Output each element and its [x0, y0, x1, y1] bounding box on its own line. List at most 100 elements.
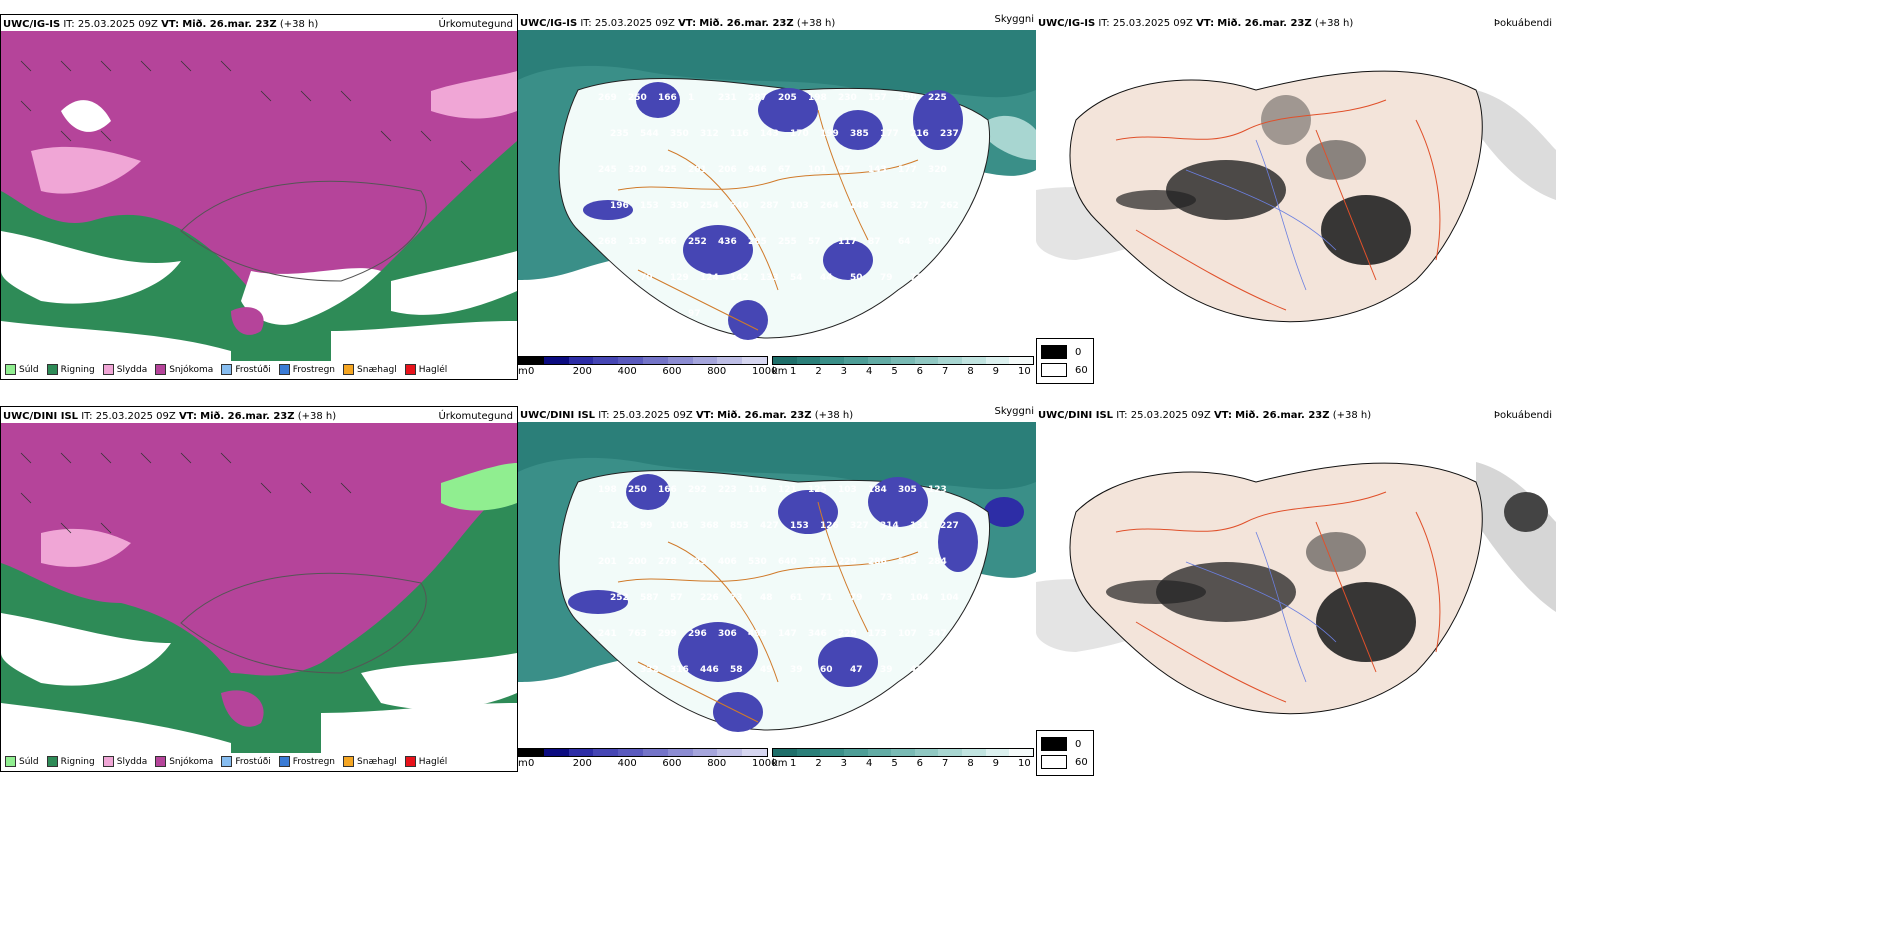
- field-name: Þokuábendi: [1493, 18, 1552, 29]
- ceiling-value-label: 65: [598, 701, 611, 711]
- ceiling-colorbar-bar: [518, 356, 768, 365]
- colorbar-segment: [938, 357, 963, 364]
- ceiling-value-label: 166: [658, 485, 677, 495]
- colorbar-tick: 1000: [752, 366, 778, 377]
- visibility-map[interactable]: 198 250 166 292 223 116 121 125 103 184 305 123 125 9…: [518, 422, 1036, 744]
- ceiling-value-label: 57: [808, 237, 821, 247]
- colorbar-tick: 6: [916, 758, 924, 769]
- colorbar-segment: [914, 749, 939, 756]
- colorbar-segment: [519, 749, 544, 756]
- ceiling-value-label: 235: [610, 129, 629, 139]
- panel-title: UWC/IG-IS IT: 25.03.2025 09Z VT: Mið. 26…: [1038, 18, 1354, 29]
- ceiling-value-label: 47: [910, 665, 923, 675]
- ceiling-value-label: 199: [820, 129, 839, 139]
- ceiling-value-label: 332: [640, 665, 659, 675]
- ceiling-value-label: 284: [928, 557, 947, 567]
- colorbar-segment: [796, 749, 821, 756]
- ceiling-value-label: 147: [778, 629, 797, 639]
- colorbar-tick: 10: [1018, 366, 1031, 377]
- field-name: Úrkomutegund: [438, 411, 513, 422]
- fog-legend-row-0: 0: [1041, 343, 1089, 361]
- panel-title: UWC/IG-IS IT: 25.03.2025 09Z VT: Mið. 26…: [3, 19, 319, 30]
- ceiling-value-label: 49: [760, 665, 773, 675]
- fog-map[interactable]: [1036, 30, 1556, 340]
- colorbar-segment: [962, 357, 986, 364]
- ceiling-value-label: 73: [880, 593, 893, 603]
- ceiling-value-label: 44: [820, 273, 833, 283]
- field-name: Þokuábendi: [1493, 410, 1552, 421]
- ceiling-value-label: 229: [838, 629, 857, 639]
- fog-map[interactable]: [1036, 422, 1556, 732]
- ceiling-value-label: 254: [700, 201, 719, 211]
- panel-title: UWC/IG-IS IT: 25.03.2025 09Z VT: Mið. 26…: [520, 18, 836, 29]
- legend-item-hagel: Haglél: [404, 364, 447, 375]
- ceiling-colorbar: m 0 200 400 600 800 1000: [518, 356, 777, 377]
- ceiling-value-label: 390: [898, 93, 917, 103]
- ceiling-value-label: 853: [730, 521, 749, 531]
- colorbar-tick: 9: [992, 366, 1000, 377]
- colorbar-segment: [618, 749, 643, 756]
- colorbar-segment: [820, 357, 844, 364]
- precip-map[interactable]: [1, 423, 517, 753]
- ceiling-value-label: 237: [940, 129, 959, 139]
- ceiling-value-label: 184: [868, 485, 887, 495]
- ceiling-value-label: 252: [688, 237, 707, 247]
- colorbar-segment: [519, 357, 544, 364]
- colorbar-tick: 9: [992, 758, 1000, 769]
- colorbar-segment: [820, 749, 844, 756]
- visibility-colorbar-ticks: km 1 2 3 4 5 6 7 8 9 10: [772, 365, 1034, 377]
- colorbar-tick: 400: [617, 366, 637, 377]
- ceiling-value-label: 142: [730, 273, 749, 283]
- ceiling-value-label: 104: [910, 593, 929, 603]
- visibility-colorbar: km 1 2 3 4 5 6 7 8 9 10: [772, 356, 1034, 377]
- ceiling-value-label: 121: [778, 485, 797, 495]
- fog-panel-2: UWC/DINI ISL IT: 25.03.2025 09Z VT: Mið.…: [1036, 406, 1556, 776]
- colorbar-segment: [938, 749, 963, 756]
- visibility-map[interactable]: 269 250 166 1 231 287 205 198 230 157 390 225 235 544…: [518, 30, 1036, 352]
- colorbar-segment: [1009, 749, 1034, 756]
- ceiling-value-label: 320: [628, 165, 647, 175]
- ceiling-value-label: 305: [898, 557, 917, 567]
- ceiling-value-label: 255: [778, 237, 797, 247]
- ceiling-value-label: 97: [838, 165, 851, 175]
- colorbar-segment: [1009, 357, 1034, 364]
- legend-item-sudl: Súld: [5, 364, 39, 375]
- ceiling-value-label: 382: [880, 201, 899, 211]
- ceiling-value-label: 143: [760, 129, 779, 139]
- ceiling-value-label: 66: [658, 309, 671, 319]
- colorbar-tick: 200: [572, 758, 592, 769]
- colorbar-segment: [543, 357, 569, 364]
- ceiling-value-label: 231: [718, 93, 737, 103]
- colorbar-segment: [867, 357, 892, 364]
- legend-item-rigning: Rigning: [46, 364, 95, 375]
- ceiling-value-label: 205: [778, 93, 797, 103]
- ceiling-value-label: 198: [808, 93, 827, 103]
- colorbar-tick: 3: [840, 366, 848, 377]
- ceiling-value-label: 103: [790, 201, 809, 211]
- ceiling-value-label: 287: [760, 201, 779, 211]
- ceiling-value-label: 327: [910, 201, 929, 211]
- colorbar-tick: 2: [815, 366, 822, 377]
- ceiling-value-label: 107: [898, 629, 917, 639]
- ceiling-value-label: 292: [688, 485, 707, 495]
- colorbar-tick: 7: [942, 758, 949, 769]
- ceiling-value-label: 61: [790, 593, 803, 603]
- ceiling-value-label: 314: [880, 521, 899, 531]
- colorbar-tick: 2: [815, 758, 822, 769]
- legend-item-frostregn: Frostregn: [278, 364, 335, 375]
- ceiling-value-label: 264: [820, 201, 839, 211]
- ceiling-value-label: 157: [868, 93, 887, 103]
- ceiling-value-label: 296: [688, 629, 707, 639]
- colorbar-tick: 3: [840, 758, 848, 769]
- ceiling-value-label: 196: [610, 201, 629, 211]
- colorbar-segment: [618, 357, 643, 364]
- ceiling-value-label: 544: [640, 129, 659, 139]
- ceiling-value-label: 278: [658, 557, 677, 567]
- legend-item-slydda: Slydda: [102, 364, 147, 375]
- legend-item-frostudi: Frostúði: [221, 756, 271, 767]
- fog-legend-row-0: 0: [1041, 735, 1089, 753]
- ceiling-value-label: 39: [880, 665, 893, 675]
- colorbar-tick: 4: [866, 366, 873, 377]
- precip-map[interactable]: [1, 31, 517, 361]
- ceiling-value-label: 587: [640, 593, 659, 603]
